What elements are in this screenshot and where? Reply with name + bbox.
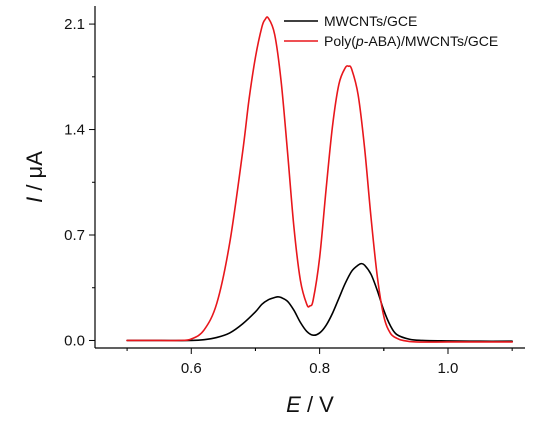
x-tick-label: 0.6 <box>181 360 202 377</box>
series-layer <box>126 16 513 343</box>
legend-label-part: Poly( <box>324 33 356 49</box>
series-line-1 <box>126 262 513 343</box>
y-axis-unit: / μA <box>22 151 47 197</box>
y-tick-label: 0.7 <box>64 227 85 244</box>
x-axis-unit: / V <box>301 392 334 417</box>
x-axis-label: E / V <box>286 392 334 417</box>
legend-label-2: Poly(p-ABA)/MWCNTs/GCE <box>324 33 498 49</box>
legend-label-part: -ABA)/MWCNTs/GCE <box>364 33 499 49</box>
ticks-layer: 0.6 0.8 1.0 0.0 0.7 1.4 2.1 <box>64 16 513 377</box>
plot-frame <box>94 6 525 349</box>
y-tick-label: 2.1 <box>64 16 85 33</box>
y-axis-symbol: I <box>22 197 47 203</box>
y-tick-label: 0.0 <box>64 332 85 349</box>
legend-label-1: MWCNTs/GCE <box>324 13 417 29</box>
legend-label-part: MWCNTs/GCE <box>324 13 417 29</box>
x-axis-symbol: E <box>286 392 301 417</box>
x-tick-label: 1.0 <box>438 360 459 377</box>
legend-label-part: p <box>355 33 364 49</box>
y-axis-label: I / μA <box>22 151 47 203</box>
series-line-2 <box>126 16 513 343</box>
x-tick-label: 0.8 <box>309 360 330 377</box>
y-tick-label: 1.4 <box>64 122 85 139</box>
legend: MWCNTs/GCE Poly(p-ABA)/MWCNTs/GCE <box>284 13 498 49</box>
labels-layer: E / V I / μA <box>22 151 334 417</box>
